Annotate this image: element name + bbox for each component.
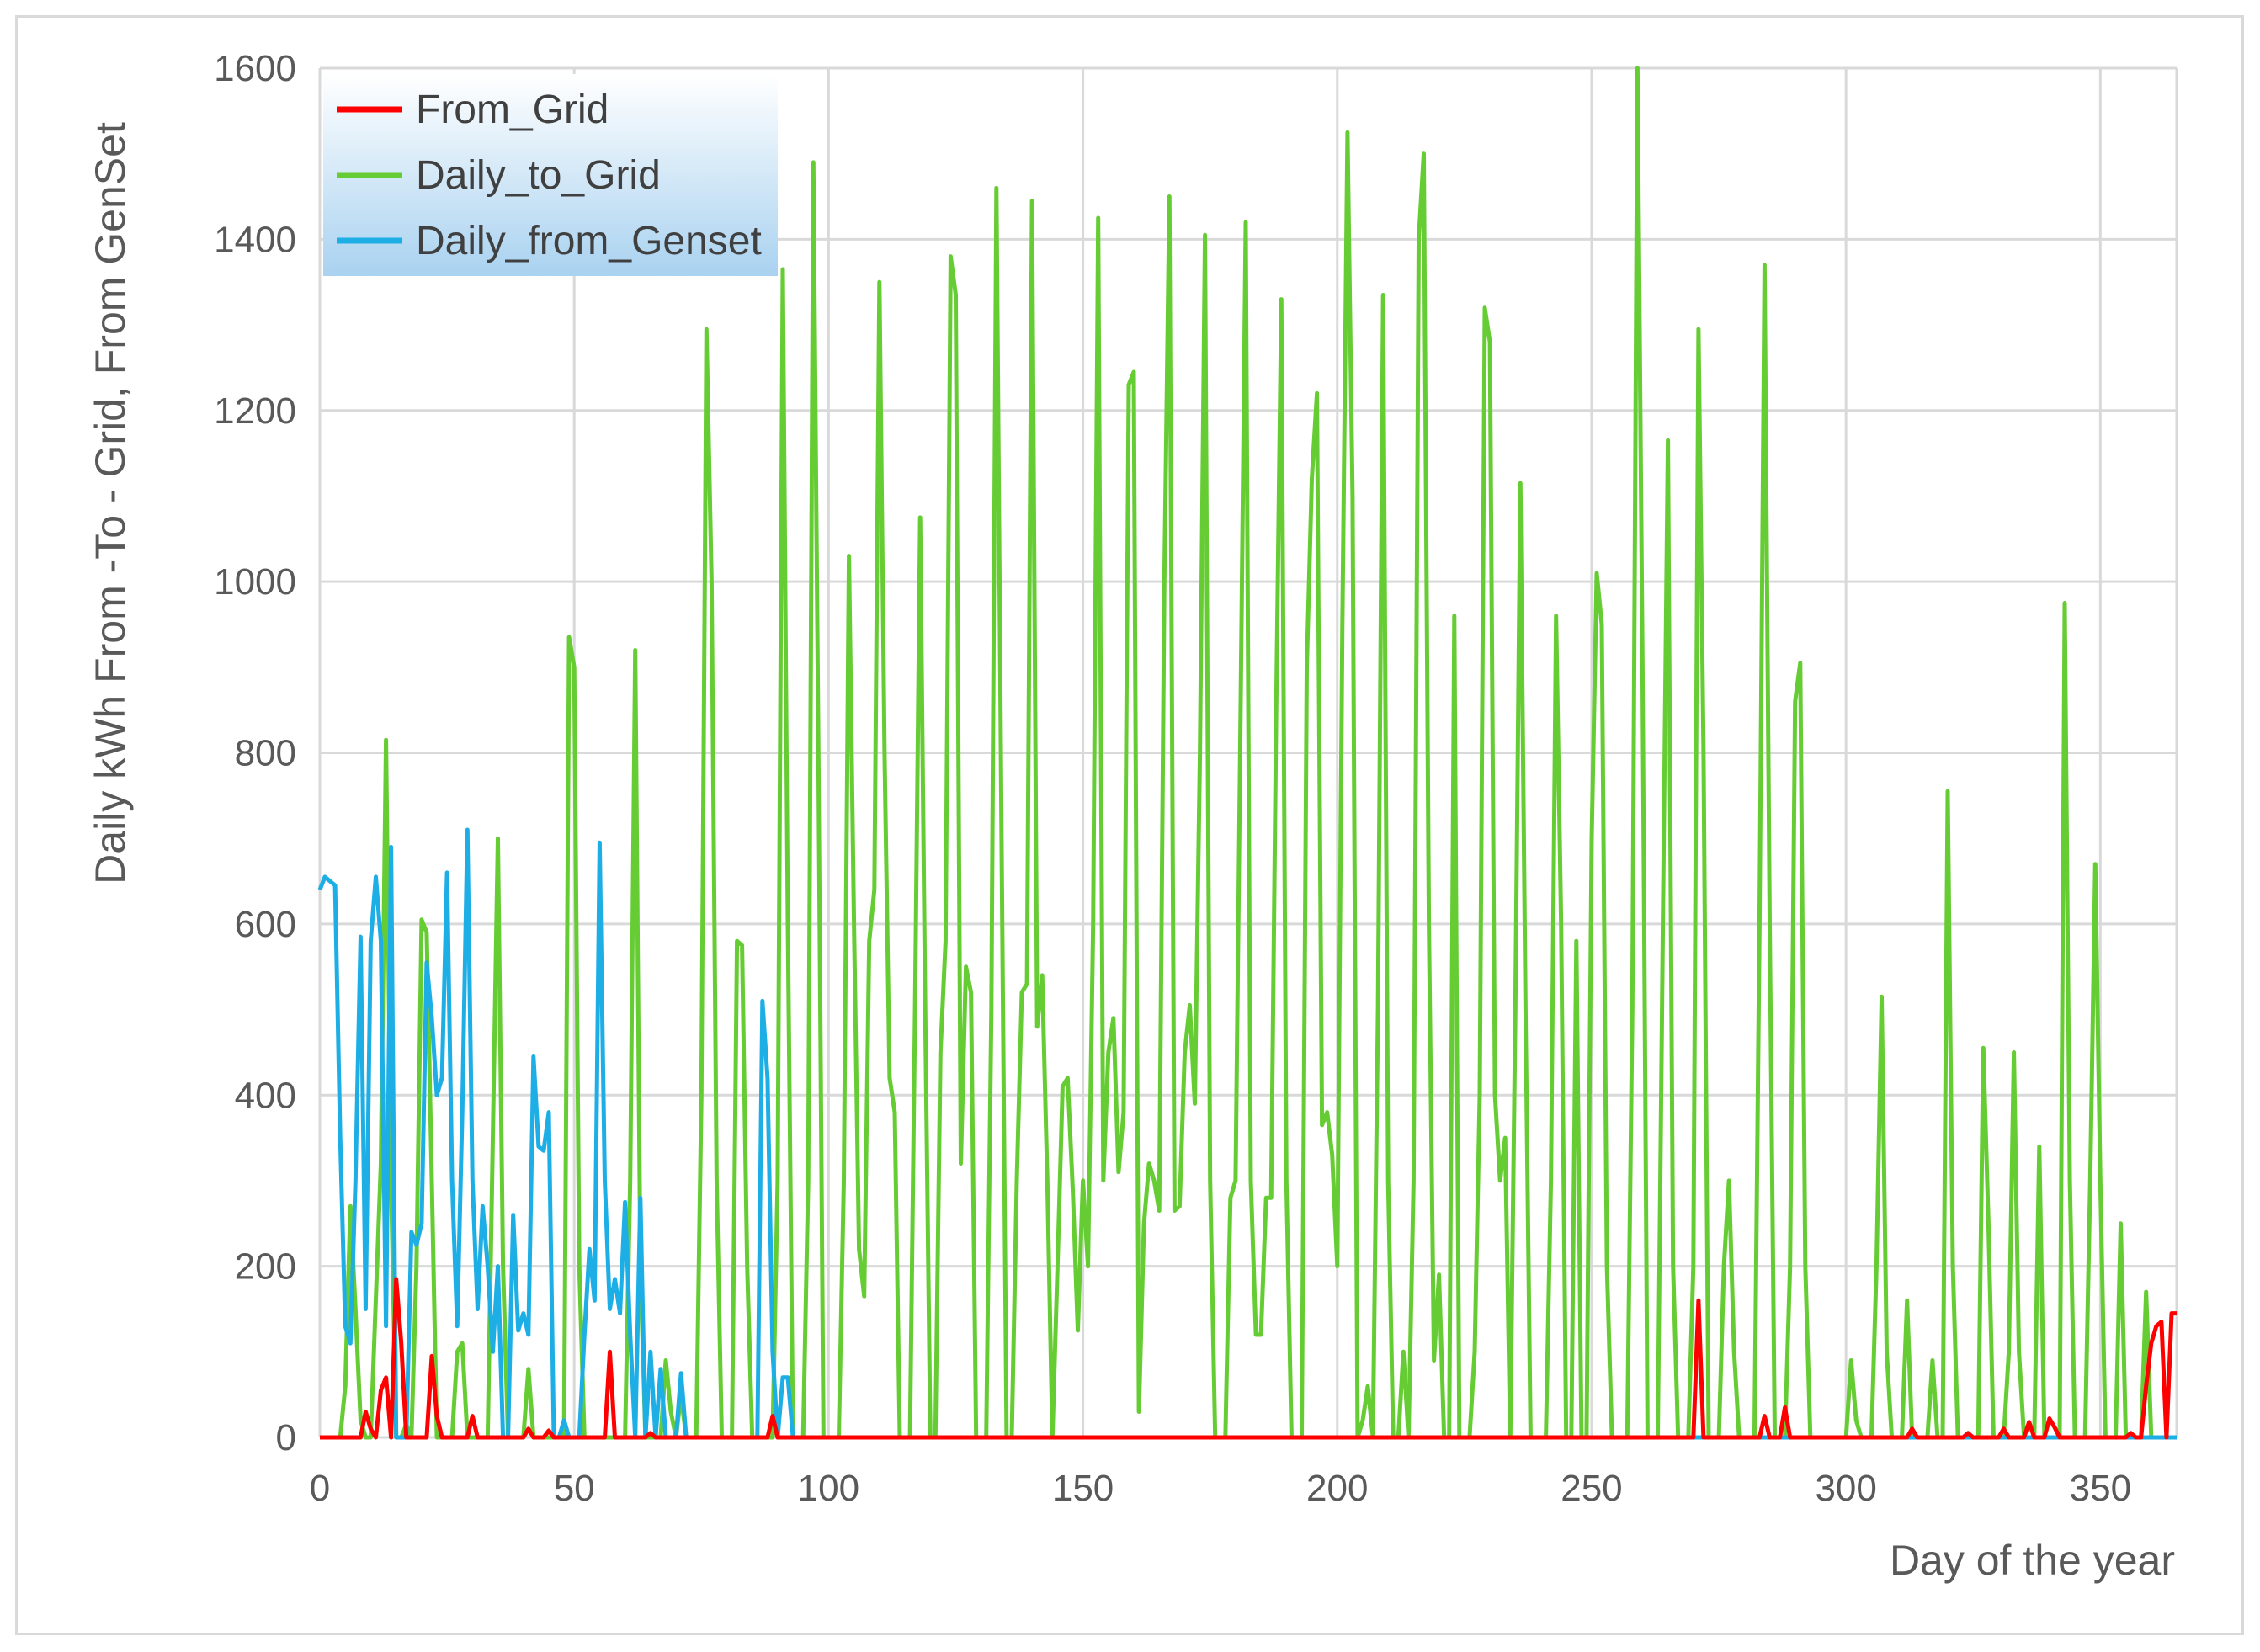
legend-label: Daily_from_Genset (416, 219, 762, 263)
x-tick-label: 100 (798, 1468, 859, 1509)
y-tick-label: 1000 (214, 561, 296, 603)
x-tick-label: 200 (1306, 1468, 1368, 1509)
legend-label: Daily_to_Grid (416, 153, 661, 198)
y-tick-label: 400 (235, 1075, 296, 1116)
x-tick-label: 300 (1815, 1468, 1876, 1509)
y-tick-label: 0 (276, 1417, 296, 1458)
y-tick-label: 1600 (214, 48, 296, 89)
x-tick-label: 0 (310, 1468, 330, 1509)
x-axis-title: Day of the year (1890, 1537, 2175, 1584)
x-tick-label: 50 (554, 1468, 595, 1509)
chart-frame (15, 15, 2244, 1635)
x-axis-tick-labels: 0 50 100 150 200 250 300 350 (310, 1468, 2131, 1509)
chart-series (317, 66, 2177, 1440)
chart-legend: From_Grid Daily_to_Grid Daily_from_Genset (323, 74, 778, 276)
x-tick-label: 150 (1052, 1468, 1114, 1509)
x-tick-label: 250 (1561, 1468, 1622, 1509)
x-tick-label: 350 (2070, 1468, 2131, 1509)
legend-label: From_Grid (416, 88, 609, 132)
y-tick-label: 200 (235, 1246, 296, 1288)
y-tick-label: 1400 (214, 219, 296, 260)
y-tick-label: 1200 (214, 390, 296, 432)
y-tick-label: 600 (235, 904, 296, 945)
series-line-from-grid (320, 1277, 2177, 1440)
y-axis-tick-labels: 0 200 400 600 800 1000 1200 1400 1600 (214, 48, 296, 1458)
y-axis-title: Daily kWh From -To - Grid, From GenSet (87, 122, 134, 884)
y-tick-label: 800 (235, 733, 296, 774)
